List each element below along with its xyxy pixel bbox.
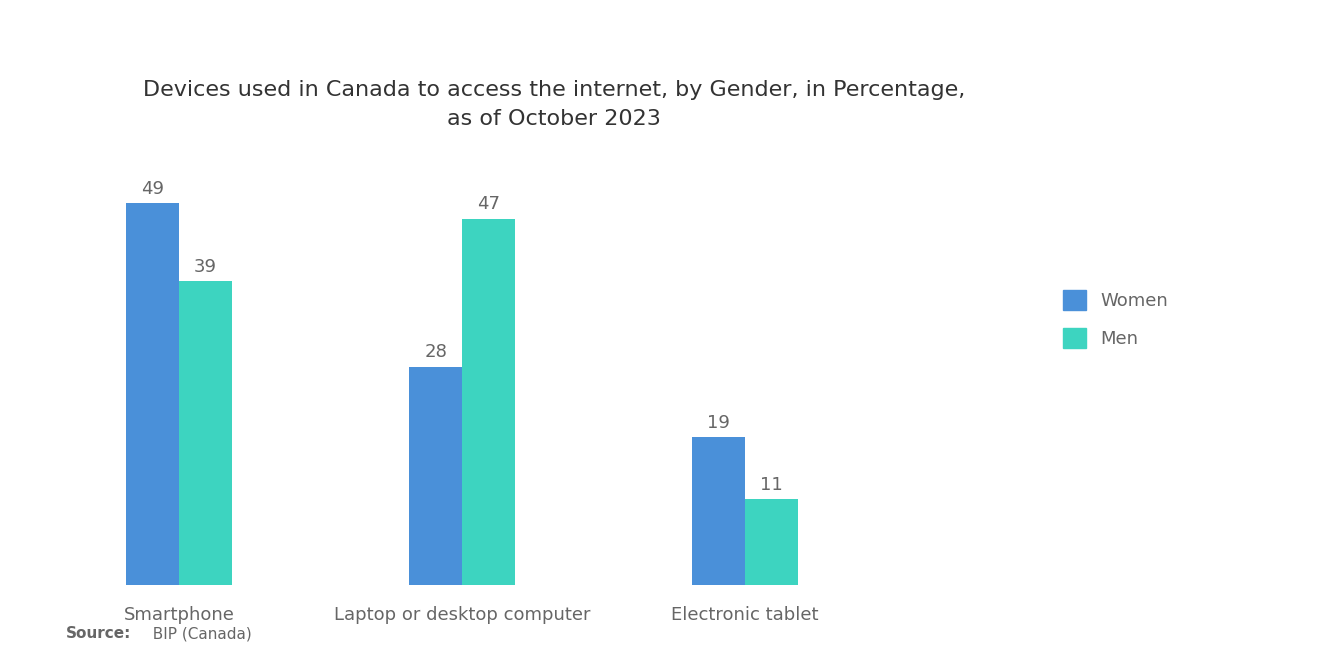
- Text: 11: 11: [760, 476, 783, 494]
- Bar: [180, 281, 232, 585]
- Text: 47: 47: [477, 196, 500, 213]
- Bar: [692, 437, 744, 585]
- Bar: [744, 499, 797, 585]
- Text: Source:: Source:: [66, 626, 132, 642]
- Bar: [462, 219, 515, 585]
- Text: Devices used in Canada to access the internet, by Gender, in Percentage,
as of O: Devices used in Canada to access the int…: [144, 80, 965, 130]
- Bar: [409, 367, 462, 585]
- Text: 49: 49: [141, 180, 164, 198]
- Legend: Women, Men: Women, Men: [1053, 281, 1177, 357]
- Text: 39: 39: [194, 257, 216, 276]
- Text: 28: 28: [424, 343, 447, 362]
- Text: BIP (Canada): BIP (Canada): [143, 626, 251, 642]
- Text: 19: 19: [708, 414, 730, 432]
- Bar: [127, 203, 180, 585]
